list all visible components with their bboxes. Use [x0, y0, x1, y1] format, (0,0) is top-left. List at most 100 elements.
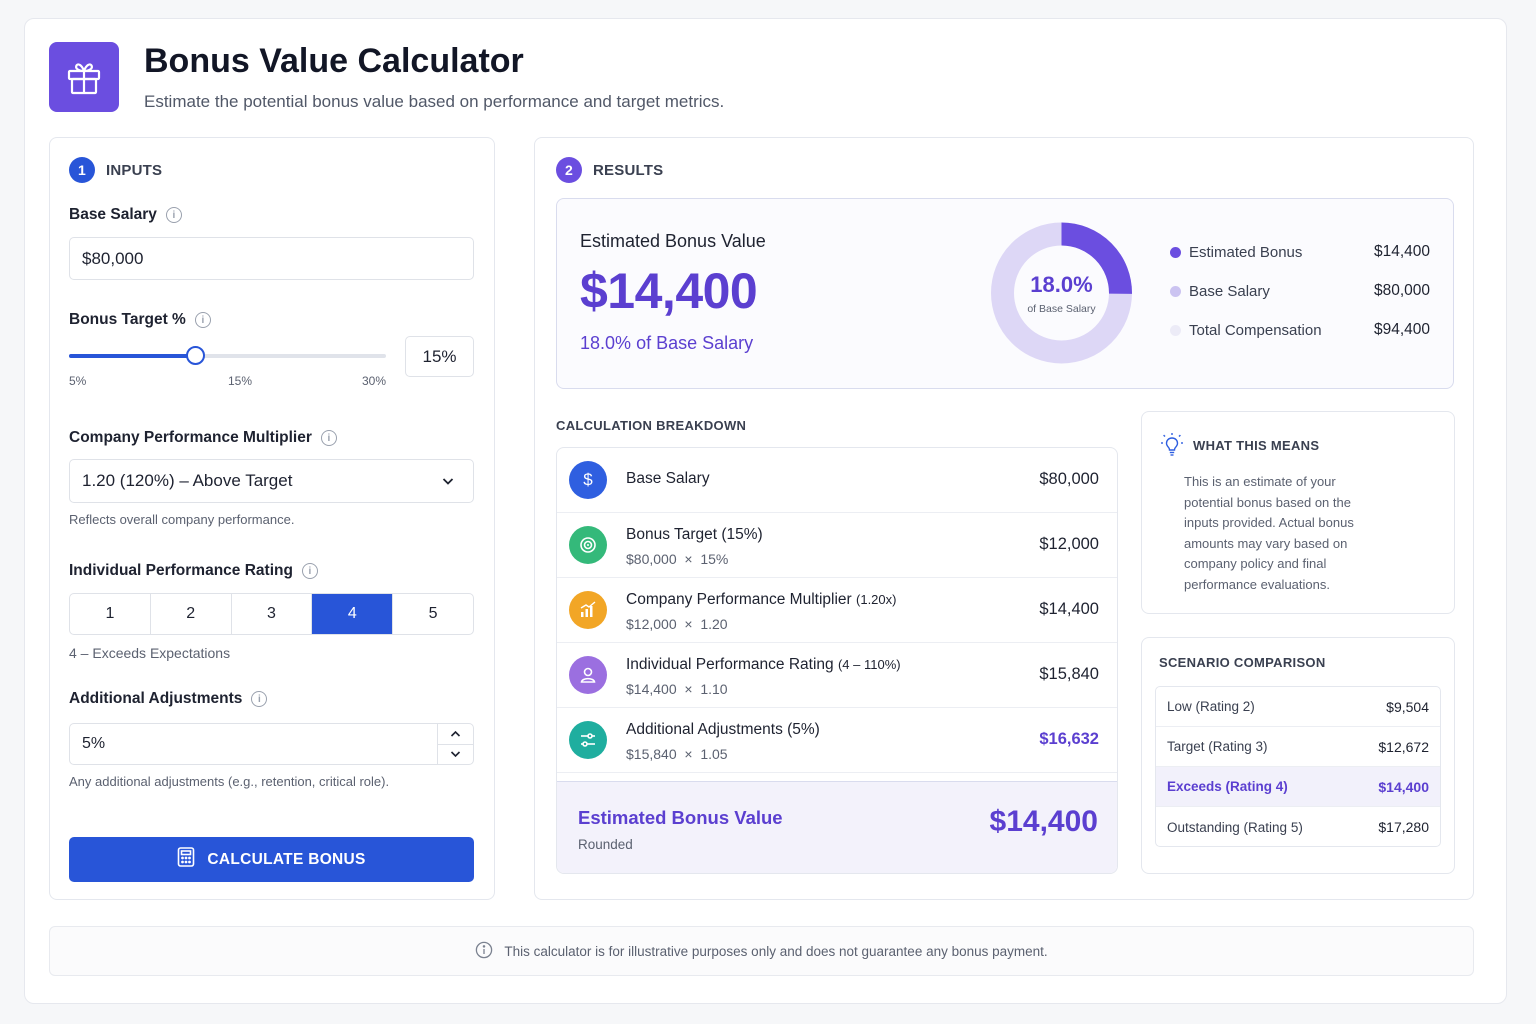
legend-item: Total Compensation $94,400	[1170, 321, 1430, 339]
dollar-icon: $	[569, 461, 607, 499]
company-multiplier-label-text: Company Performance Multiplier	[69, 429, 312, 446]
breakdown-title: Additional Adjustments (5%)	[626, 721, 820, 739]
calculate-bonus-label: CALCULATE BONUS	[207, 850, 366, 868]
legend-item: Estimated Bonus $14,400	[1170, 243, 1430, 261]
estimated-bonus-label: Estimated Bonus Value	[580, 231, 766, 251]
inputs-heading-label: INPUTS	[106, 161, 163, 179]
info-icon[interactable]: i	[165, 207, 182, 223]
slider-tick-max: 30%	[362, 374, 387, 388]
company-multiplier-label: Company Performance Multiplier i	[69, 429, 337, 447]
info-icon[interactable]: i	[194, 312, 211, 328]
scenario-comparison-card	[1141, 637, 1455, 874]
breakdown-title-text: Individual Performance Rating	[626, 656, 834, 673]
rating-option-2[interactable]: 2	[151, 594, 232, 634]
rating-option-3[interactable]: 3	[232, 594, 313, 634]
sliders-icon	[569, 721, 607, 759]
breakdown-title: CALCULATION BREAKDOWN	[556, 418, 747, 433]
bar-chart-icon	[569, 591, 607, 629]
what-this-means-text: This is an estimate of your potential bo…	[1184, 474, 1354, 592]
donut-center-value: 18.0%	[1030, 272, 1092, 297]
estimated-bonus-value: $14,400	[580, 263, 758, 319]
slider-tick-min: 5%	[69, 374, 87, 388]
legend-dot	[1170, 324, 1181, 336]
rating-option-5[interactable]: 5	[428, 605, 438, 622]
user-icon	[569, 656, 607, 694]
number-stepper	[437, 724, 473, 764]
legend-value: $80,000	[1373, 282, 1430, 299]
scenario-label: Low (Rating 2)	[1167, 699, 1255, 714]
breakdown-value: $12,000	[1039, 535, 1099, 553]
bonus-target-label: Bonus Target % i	[69, 311, 211, 329]
breakdown-note: (1.20x)	[856, 592, 897, 607]
breakdown-title-text: Company Performance Multiplier	[626, 591, 852, 608]
base-salary-label: Base Salary i	[69, 206, 182, 224]
disclaimer-text: This calculator is for illustrative purp…	[504, 943, 1048, 959]
disclaimer-footer: This calculator is for illustrative purp…	[49, 926, 1474, 976]
individual-rating-label-text: Individual Performance Rating	[69, 562, 293, 579]
adjustments-label: Additional Adjustments i	[69, 690, 268, 708]
calculate-bonus-button[interactable]: CALCULATE BONUS	[69, 837, 474, 882]
scenario-label: Outstanding (Rating 5)	[1167, 819, 1303, 835]
total-value: $14,400	[989, 805, 1098, 838]
breakdown-row: Company Performance Multiplier (1.20x) $1…	[557, 578, 1117, 643]
inputs-heading: 1 INPUTS	[69, 157, 162, 183]
bonus-target-value: 15%	[422, 346, 457, 366]
company-multiplier-select[interactable]: 1.20 (120%) – Above Target	[69, 459, 474, 503]
breakdown-value: $14,400	[1039, 600, 1099, 618]
chevron-up-icon	[450, 730, 461, 737]
rating-option-4[interactable]: 4	[312, 594, 394, 634]
base-salary-label-text: Base Salary	[69, 206, 157, 223]
info-icon[interactable]: i	[320, 430, 337, 446]
donut-center-label: of Base Salary	[1027, 303, 1096, 315]
page-subtitle: Estimate the potential bonus value based…	[144, 92, 725, 111]
adjustments-label-text: Additional Adjustments	[69, 690, 243, 707]
info-icon[interactable]: i	[251, 691, 268, 707]
scenario-label: Exceeds (Rating 4)	[1167, 779, 1288, 794]
bonus-target-input[interactable]: 15%	[405, 336, 474, 377]
adjustments-input[interactable]: 5%	[69, 723, 474, 765]
scenario-value: $14,400	[1378, 778, 1429, 795]
breakdown-value: $15,840	[1039, 665, 1099, 683]
info-icon	[475, 941, 493, 962]
breakdown-formula: $80,000 × 15%	[626, 551, 729, 567]
base-salary-value: $80,000	[82, 248, 144, 268]
calculation-breakdown: $ Base Salary $80,000 Bonus Target (15%) $80…	[556, 447, 1118, 874]
breakdown-title-text: Additional Adjustments (5%)	[626, 721, 820, 738]
bonus-target-slider[interactable]	[69, 346, 386, 365]
adjustments-value: 5%	[82, 735, 106, 752]
company-multiplier-selected: 1.20 (120%) – Above Target	[82, 471, 293, 490]
results-heading: 2 RESULTS	[556, 157, 663, 183]
what-this-means-title: WHAT THIS MEANS	[1193, 438, 1320, 453]
legend-value: $14,400	[1373, 243, 1430, 260]
breakdown-total: Estimated Bonus Value Rounded $14,400	[557, 781, 1117, 873]
legend-dot	[1170, 246, 1181, 258]
bonus-target-label-text: Bonus Target %	[69, 311, 186, 328]
total-sub: Rounded	[578, 837, 633, 852]
donut-arc	[1060, 222, 1132, 295]
scenario-value: $12,672	[1378, 738, 1429, 755]
slider-handle[interactable]	[186, 346, 206, 365]
scenario-row: Target (Rating 3) $12,672	[1156, 727, 1440, 767]
legend-value: $94,400	[1373, 321, 1430, 338]
base-salary-input[interactable]: $80,000	[69, 237, 474, 280]
legend-label: Total Compensation	[1189, 321, 1322, 339]
lightbulb-icon	[1160, 432, 1184, 463]
step-number-badge: 1	[69, 157, 95, 183]
slider-tick-mid: 15%	[228, 374, 253, 388]
scenario-table: Low (Rating 2) $9,504 Target (Rating 3) $12…	[1155, 686, 1441, 847]
calculator-icon	[177, 847, 195, 872]
rating-option-1[interactable]: 1	[70, 594, 151, 634]
results-heading-label: RESULTS	[593, 161, 664, 179]
scenario-row: Outstanding (Rating 5) $17,280	[1156, 807, 1440, 846]
chevron-down-icon	[450, 751, 461, 758]
breakdown-row: Bonus Target (15%) $80,000 × 15% $12,000	[557, 513, 1117, 578]
bonus-donut-chart: 18.0% of Base Salary	[991, 222, 1132, 364]
breakdown-row: Additional Adjustments (5%) $15,840 × 1.0…	[557, 708, 1117, 773]
estimated-bonus-percent: 18.0% of Base Salary	[580, 333, 753, 354]
breakdown-title-text: Base Salary	[626, 470, 710, 487]
increment-button[interactable]	[438, 724, 473, 745]
info-icon[interactable]: i	[301, 563, 318, 579]
page-title: Bonus Value Calculator	[144, 42, 524, 80]
company-multiplier-help: Reflects overall company performance.	[69, 512, 295, 527]
decrement-button[interactable]	[438, 745, 473, 765]
